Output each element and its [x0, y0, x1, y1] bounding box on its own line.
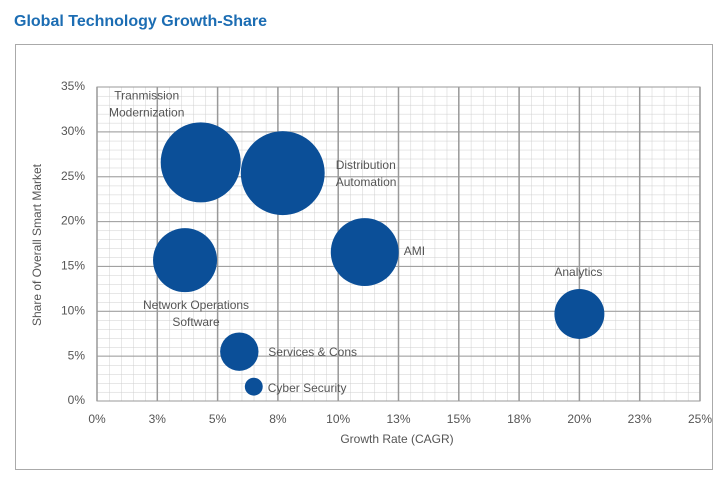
bubble	[244, 377, 263, 396]
bubble	[330, 218, 399, 287]
y-tick-label: 5%	[68, 348, 86, 362]
bubble-label: Tranmission Modernization	[109, 89, 184, 120]
bubble-label: Network Operations Software	[143, 298, 249, 329]
bubble-label: Distribution Automation	[336, 158, 397, 189]
bubble-label: Cyber Security	[268, 381, 347, 395]
bubble	[160, 122, 241, 203]
y-tick-label: 30%	[61, 124, 85, 138]
bubble	[240, 131, 325, 216]
y-tick-label: 10%	[61, 303, 85, 317]
x-tick-label: 18%	[507, 412, 531, 426]
x-tick-label: 15%	[447, 412, 471, 426]
x-tick-label: 5%	[209, 412, 227, 426]
y-tick-label: 25%	[61, 169, 85, 183]
bubble	[220, 332, 259, 371]
x-tick-label: 10%	[326, 412, 350, 426]
x-tick-label: 3%	[149, 412, 167, 426]
x-tick-label: 25%	[688, 412, 712, 426]
plot-border	[96, 86, 701, 402]
bubble-label: AMI	[404, 244, 425, 258]
x-tick-label: 23%	[628, 412, 652, 426]
x-tick-label: 13%	[386, 412, 410, 426]
bubble	[554, 288, 605, 339]
bubble-label: Analytics	[554, 265, 602, 279]
y-tick-label: 20%	[61, 214, 85, 228]
x-tick-label: 20%	[567, 412, 591, 426]
x-tick-label: 8%	[269, 412, 287, 426]
y-tick-label: 0%	[68, 393, 86, 407]
chart-title: Global Technology Growth-Share	[14, 13, 267, 30]
y-tick-label: 35%	[61, 79, 85, 93]
y-tick-label: 15%	[61, 259, 85, 273]
x-tick-label: 0%	[88, 412, 106, 426]
bubble-label: Services & Cons	[268, 345, 357, 359]
y-axis-title: Share of Overall Smart Market	[30, 163, 44, 326]
x-axis-title: Growth Rate (CAGR)	[340, 432, 453, 446]
bubble	[153, 228, 218, 293]
